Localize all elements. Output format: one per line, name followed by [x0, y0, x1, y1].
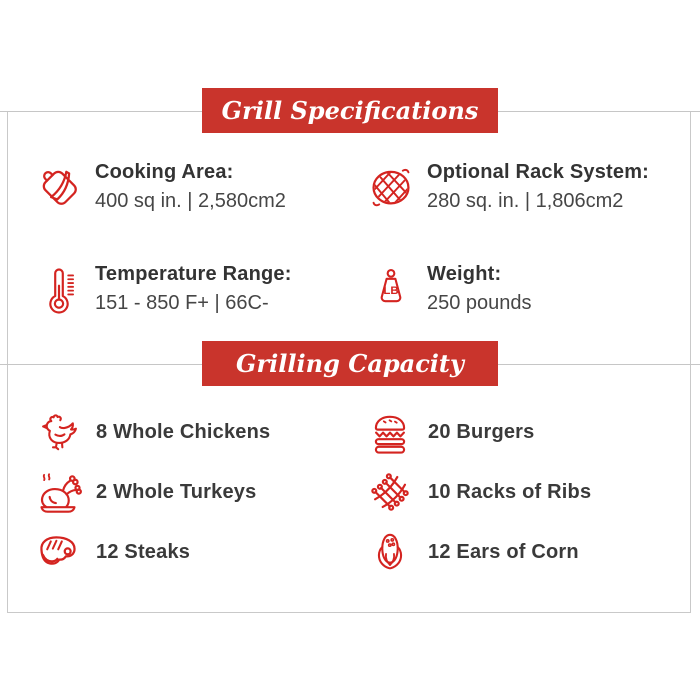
spec-item-cooking-area: Cooking Area: 400 sq in. | 2,580cm2	[30, 158, 362, 216]
chicken-icon	[30, 404, 86, 460]
spec-item-rack-system: Optional Rack System: 280 sq. in. | 1,80…	[362, 158, 678, 216]
spec-label: Temperature Range:	[95, 263, 292, 285]
spec-value: 151 - 850 F+ | 66C-	[95, 292, 269, 314]
capacity-label: 10 Racks of Ribs	[428, 480, 592, 503]
spec-value: 280 sq. in. | 1,806cm2	[427, 190, 624, 212]
burger-icon	[362, 404, 418, 460]
capacity-item-turkeys: 2 Whole Turkeys	[30, 462, 362, 522]
thermometer-icon	[30, 260, 88, 318]
spec-item-weight: LB Weight: 250 pounds	[362, 260, 678, 318]
section-title: Grill Specifications	[221, 96, 479, 125]
section-title: Grilling Capacity	[236, 349, 464, 378]
section-banner-capacity: Grilling Capacity	[202, 341, 498, 386]
spec-value: 400 sq in. | 2,580cm2	[95, 190, 286, 212]
grill-grate-icon	[362, 158, 420, 216]
specs-grid: Cooking Area: 400 sq in. | 2,580cm2 Opti…	[30, 158, 678, 318]
ribs-icon	[362, 464, 418, 520]
spec-value: 250 pounds	[427, 292, 532, 314]
capacity-label: 20 Burgers	[428, 420, 535, 443]
corn-icon	[362, 524, 418, 580]
spec-label: Weight:	[427, 263, 502, 285]
spec-text: Cooking Area: 400 sq in. | 2,580cm2	[95, 158, 286, 216]
weight-lb-text: LB	[383, 285, 398, 297]
spec-text: Weight: 250 pounds	[427, 260, 532, 318]
capacity-item-steaks: 12 Steaks	[30, 522, 362, 582]
capacity-item-chickens: 8 Whole Chickens	[30, 402, 362, 462]
capacity-item-burgers: 20 Burgers	[362, 402, 678, 462]
cutting-board-icon	[30, 158, 88, 216]
capacity-label: 12 Steaks	[96, 540, 191, 563]
spec-label: Optional Rack System:	[427, 161, 650, 183]
content-frame	[7, 111, 691, 613]
steak-icon	[30, 524, 86, 580]
spec-text: Optional Rack System: 280 sq. in. | 1,80…	[427, 158, 649, 216]
capacity-label: 12 Ears of Corn	[428, 540, 579, 563]
capacity-item-ribs: 10 Racks of Ribs	[362, 462, 678, 522]
section-banner-specifications: Grill Specifications	[202, 88, 498, 133]
spec-item-temperature: Temperature Range: 151 - 850 F+ | 66C-	[30, 260, 362, 318]
spec-text: Temperature Range: 151 - 850 F+ | 66C-	[95, 260, 292, 318]
weight-icon: LB	[362, 260, 420, 318]
spec-label: Cooking Area:	[95, 161, 234, 183]
capacity-item-corn: 12 Ears of Corn	[362, 522, 678, 582]
capacity-label: 2 Whole Turkeys	[96, 480, 257, 503]
capacity-grid: 8 Whole Chickens 2 Whole Turkeys	[30, 402, 678, 582]
capacity-label: 8 Whole Chickens	[96, 420, 271, 443]
turkey-icon	[30, 464, 86, 520]
